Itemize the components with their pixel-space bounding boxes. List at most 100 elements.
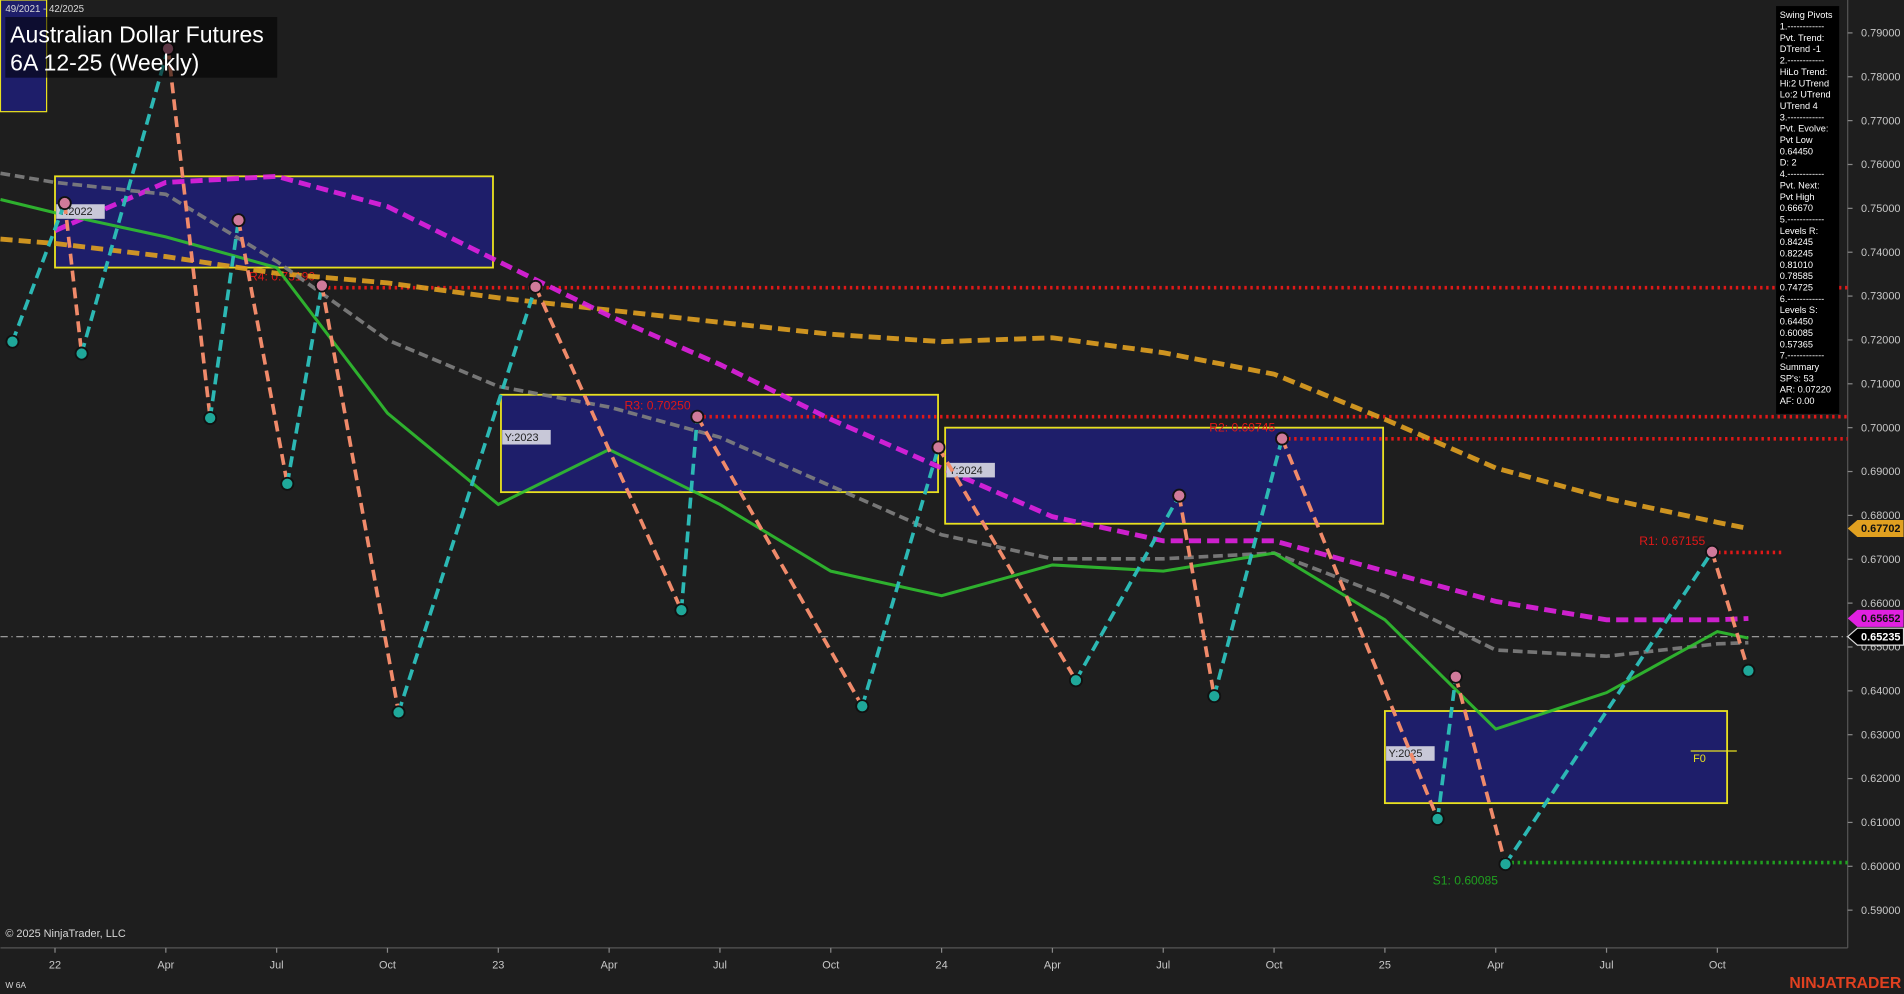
swing-leg — [166, 48, 212, 419]
swing-leg — [936, 446, 1078, 682]
info-panel — [1776, 6, 1840, 414]
chart-title: Australian Dollar Futures — [10, 21, 264, 47]
average-line — [0, 236, 1749, 531]
info-line: Pvt. Trend: — [1780, 33, 1825, 43]
fib-label: F0 — [1693, 753, 1706, 765]
swing-pivot — [855, 699, 870, 714]
y-tick-label: 0.64000 — [1861, 685, 1900, 697]
info-line: Levels S: — [1780, 305, 1818, 315]
info-line: D: 2 — [1780, 158, 1797, 168]
swing-pivot — [1275, 431, 1290, 446]
info-line: 5.------------ — [1780, 214, 1825, 224]
x-tick-label: 22 — [49, 960, 61, 972]
x-tick-label: 25 — [1379, 960, 1391, 972]
swing-leg — [1710, 551, 1751, 672]
info-line: Hi:2 UTrend — [1780, 78, 1829, 88]
swing-leg — [1503, 550, 1714, 866]
price-tag-label: 0.65235 — [1861, 631, 1900, 643]
swing-pivot — [1705, 544, 1720, 559]
year-label: Y:2025 — [1389, 748, 1423, 760]
average-line — [0, 171, 1749, 659]
info-line: Lo:2 UTrend — [1780, 90, 1831, 100]
info-line: 4.------------ — [1780, 169, 1825, 179]
x-tick-label: Jul — [270, 960, 284, 972]
swing-leg — [1074, 494, 1181, 682]
y-tick-label: 0.66000 — [1861, 598, 1900, 610]
info-line: HiLo Trend: — [1780, 67, 1828, 77]
y-tick-label: 0.75000 — [1861, 203, 1900, 215]
swing-leg — [320, 285, 401, 713]
x-tick-label: Oct — [379, 960, 396, 972]
copyright: © 2025 NinjaTrader, LLC — [5, 928, 126, 940]
swing-leg — [695, 415, 864, 708]
swing-leg — [533, 286, 684, 611]
swing-leg — [1280, 437, 1440, 820]
info-line: Summary — [1780, 362, 1820, 372]
swing-pivot — [74, 346, 89, 361]
price-tag-label: 0.67702 — [1861, 523, 1900, 535]
x-tick-label: Apr — [1044, 960, 1061, 972]
info-line: Pvt High — [1780, 192, 1815, 202]
x-tick-label: Apr — [157, 960, 174, 972]
info-line: 3.------------ — [1780, 112, 1825, 122]
y-tick-label: 0.74000 — [1861, 247, 1900, 259]
y-tick-label: 0.62000 — [1861, 773, 1900, 785]
swing-pivot — [280, 476, 295, 491]
info-line: 0.82245 — [1780, 249, 1813, 259]
info-line: Levels R: — [1780, 226, 1818, 236]
y-tick-label: 0.73000 — [1861, 291, 1900, 303]
brand: NINJATRADER — [1789, 975, 1901, 992]
level-label: S1: 0.60085 — [1433, 873, 1499, 887]
year-box — [500, 393, 939, 494]
swing-leg — [236, 219, 290, 485]
year-label-bg — [946, 462, 995, 478]
swing-leg — [860, 446, 941, 707]
swing-pivot — [1430, 811, 1445, 826]
info-line: 0.66670 — [1780, 203, 1813, 213]
swing-leg — [1454, 676, 1508, 865]
average-line — [0, 198, 1749, 731]
level-label: R1: 0.67155 — [1639, 534, 1705, 548]
swing-leg — [1435, 676, 1458, 820]
y-tick-label: 0.79000 — [1861, 28, 1900, 40]
y-tick-label: 0.63000 — [1861, 729, 1900, 741]
y-tick-label: 0.72000 — [1861, 335, 1900, 347]
info-line: Pvt. Evolve: — [1780, 124, 1829, 134]
swing-pivot — [1068, 673, 1083, 688]
swing-leg — [396, 286, 538, 713]
price-tag — [1847, 609, 1904, 627]
y-tick-label: 0.71000 — [1861, 378, 1900, 390]
level-label: R3: 0.70250 — [625, 398, 691, 412]
y-tick-label: 0.59000 — [1861, 905, 1900, 917]
swing-pivot — [528, 279, 543, 294]
swing-pivot — [1498, 857, 1513, 872]
y-tick-label: 0.76000 — [1861, 159, 1900, 171]
info-line: 0.84245 — [1780, 237, 1813, 247]
info-line: 0.57365 — [1780, 339, 1813, 349]
info-line: 0.64450 — [1780, 146, 1813, 156]
info-line: 7.------------ — [1780, 351, 1825, 361]
swing-pivot — [931, 440, 946, 455]
x-tick-label: 23 — [492, 960, 504, 972]
x-tick-label: Apr — [601, 960, 618, 972]
swing-pivot — [1448, 669, 1463, 684]
year-label: Y:2023 — [505, 432, 539, 444]
x-tick-label: Jul — [1600, 960, 1614, 972]
info-line: Pvt. Next: — [1780, 180, 1820, 190]
info-line: Swing Pivots — [1780, 10, 1833, 20]
swing-pivot — [203, 411, 218, 425]
y-tick-label: 0.78000 — [1861, 71, 1900, 83]
swing-leg — [79, 48, 170, 355]
swing-pivot — [5, 334, 20, 349]
swing-pivot — [690, 409, 705, 424]
info-line: 6.------------ — [1780, 294, 1825, 304]
info-line: 2.------------ — [1780, 56, 1825, 66]
info-line: DTrend -1 — [1780, 44, 1821, 54]
x-tick-label: Jul — [1156, 960, 1170, 972]
swing-pivot — [231, 213, 246, 228]
title-bg — [5, 16, 278, 78]
info-line: 0.60085 — [1780, 328, 1813, 338]
y-tick-label: 0.61000 — [1861, 817, 1900, 829]
